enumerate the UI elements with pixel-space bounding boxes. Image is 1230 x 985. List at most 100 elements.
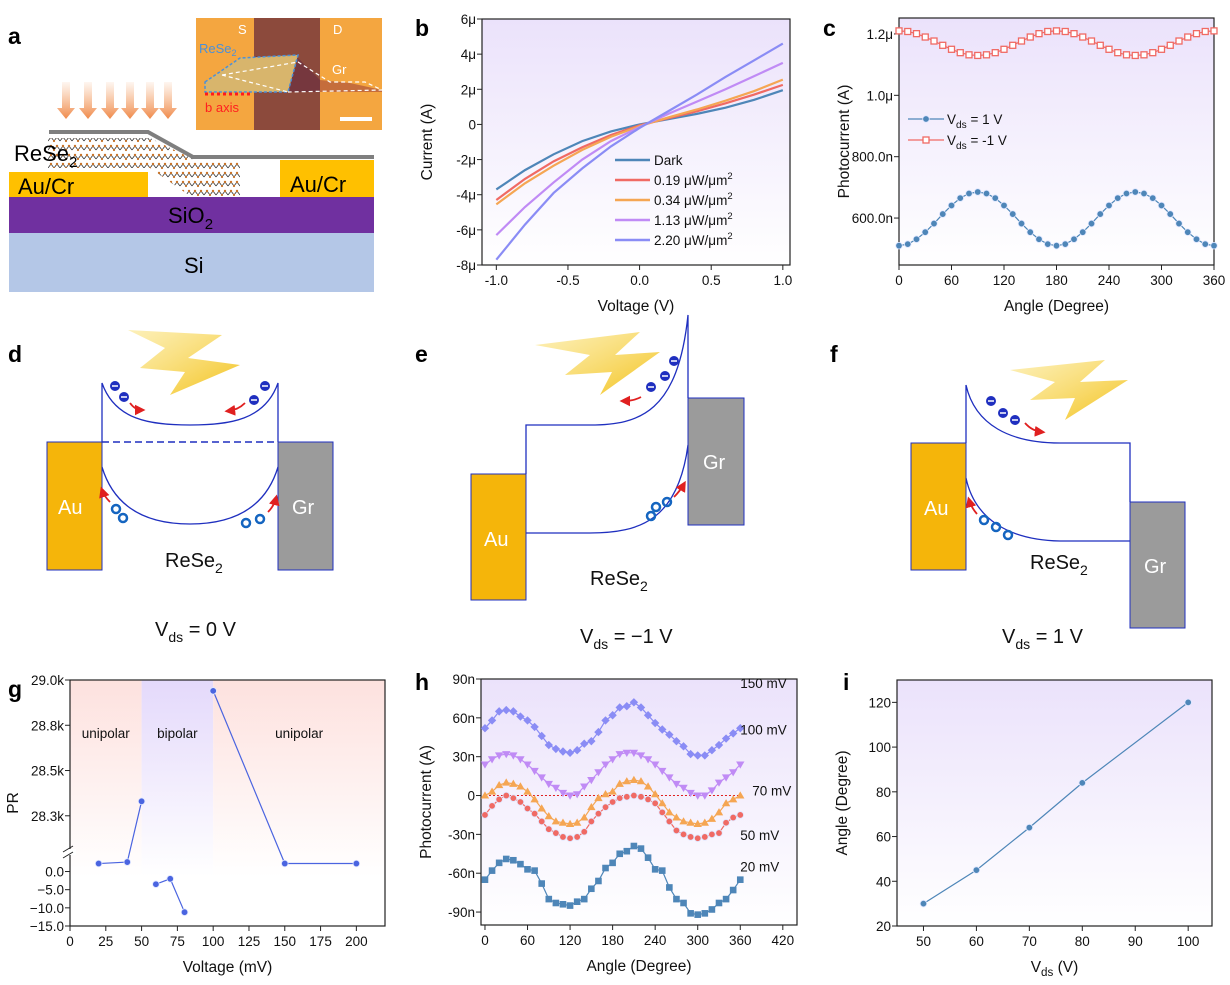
- sio2-label: SiO2: [168, 203, 213, 233]
- data-point: [1035, 235, 1043, 243]
- data-point: [974, 188, 982, 196]
- hole-icon: [661, 496, 673, 508]
- series-label: 150 mV: [740, 676, 787, 691]
- data-point: [650, 790, 660, 798]
- au-cr-left-electrode: [9, 172, 148, 197]
- data-point: [672, 736, 681, 746]
- x-tick-label: 60: [944, 273, 959, 288]
- au-cr-right-label: Au/Cr: [290, 172, 346, 197]
- data-point: [686, 818, 695, 826]
- data-point: [559, 833, 567, 841]
- data-point: [566, 902, 574, 909]
- data-point: [1000, 201, 1008, 210]
- chart-b: -1.0 -0.5 0.0 0.5 1.0 -8μ -6μ -4μ -2μ 0 2μ 4μ 6μ Volt…: [419, 12, 792, 315]
- data-point: [714, 808, 724, 816]
- data-point: [1157, 201, 1166, 210]
- data-point: [729, 813, 737, 822]
- data-point: [565, 748, 575, 757]
- conduction-band: [965, 384, 1131, 502]
- series-4: [481, 842, 744, 918]
- data-point: [572, 746, 582, 755]
- plot-background: [481, 679, 797, 925]
- data-point: [714, 740, 724, 750]
- series-line: [155, 878, 186, 913]
- panel-letter-g: g: [8, 676, 22, 702]
- data-point: [502, 855, 510, 863]
- data-point: [630, 791, 638, 800]
- data-point: [545, 825, 553, 833]
- region-label: bipolar: [157, 726, 198, 741]
- x-tick-label: 150: [274, 934, 297, 949]
- panel-letter-e: e: [415, 341, 428, 367]
- data-point: [930, 219, 938, 228]
- data-point: [895, 241, 903, 250]
- data-point: [694, 911, 702, 918]
- data-point: [1166, 210, 1174, 218]
- x-tick-label: 100: [202, 934, 225, 949]
- x-tick-label: 0: [895, 273, 903, 288]
- data-point: [530, 795, 539, 803]
- data-point: [552, 899, 560, 907]
- data-point: [708, 830, 716, 839]
- data-point: [502, 778, 511, 786]
- data-point: [495, 795, 503, 804]
- text-part: 70 mV: [752, 784, 791, 799]
- data-point: [1087, 219, 1096, 228]
- data-point: [487, 716, 497, 725]
- plot-background: [482, 19, 790, 265]
- data-point: [701, 910, 709, 917]
- x-tick-label: 125: [238, 934, 261, 949]
- data-point: [152, 880, 160, 888]
- data-point: [736, 811, 744, 819]
- data-point: [904, 27, 912, 36]
- hole-icon: [990, 521, 1002, 533]
- data-point: [608, 787, 617, 795]
- data-point: [693, 792, 702, 800]
- data-point: [722, 895, 730, 903]
- x-tick-label: 0.5: [702, 273, 721, 288]
- data-point: [488, 867, 496, 874]
- chart-g: unipolar bipolar unipolar 0 25 50 75 100 125 150 1…: [5, 673, 386, 976]
- text-part: Voltage (mV): [183, 959, 273, 976]
- text-part: 0.34 μW/μm: [654, 193, 727, 208]
- series-0: [94, 797, 146, 868]
- data-point: [686, 749, 695, 759]
- data-point: [544, 812, 553, 820]
- y-tick-label: 0: [467, 789, 475, 804]
- data-point: [1122, 51, 1131, 59]
- plot-frame: [480, 678, 798, 926]
- si-substrate: [9, 233, 374, 292]
- y-tick-label: -4μ: [456, 188, 476, 203]
- rese2-label: ReSe2: [165, 550, 223, 576]
- x-tick-label: 50: [134, 934, 149, 949]
- x-axis-label: Voltage (V): [598, 298, 675, 315]
- data-point: [721, 734, 731, 743]
- data-point: [665, 774, 674, 782]
- data-point: [736, 876, 744, 883]
- text-part: Dark: [654, 153, 683, 168]
- graphene-label: Gr: [332, 62, 347, 77]
- au-electrode: [46, 441, 103, 571]
- valence-band: [101, 466, 279, 525]
- rese2-label: ReSe2: [590, 568, 648, 594]
- data-point: [123, 858, 131, 866]
- data-point: [580, 783, 589, 791]
- data-point: [912, 29, 921, 38]
- series-1: [895, 27, 1218, 60]
- data-point: [558, 818, 568, 826]
- data-point: [537, 731, 546, 741]
- data-point: [636, 777, 646, 785]
- data-point: [956, 49, 964, 57]
- legend-marker: [922, 136, 930, 144]
- region-bipolar: [141, 680, 214, 877]
- hole-icon: [240, 517, 252, 529]
- data-point: [523, 716, 532, 725]
- chart-h: 0 60 120 180 240 300 360 420 -90n -60n -30n 0 30n 60n…: [418, 672, 798, 975]
- data-point: [643, 756, 653, 764]
- data-point: [1061, 27, 1069, 36]
- data-point: [1087, 37, 1096, 45]
- bias-label: Vds = 0 V: [155, 619, 237, 645]
- band-diagram-vds-0: Au Gr ReSe2 Vds = 0 V: [46, 330, 334, 645]
- data-point: [736, 791, 745, 799]
- data-point: [572, 818, 582, 826]
